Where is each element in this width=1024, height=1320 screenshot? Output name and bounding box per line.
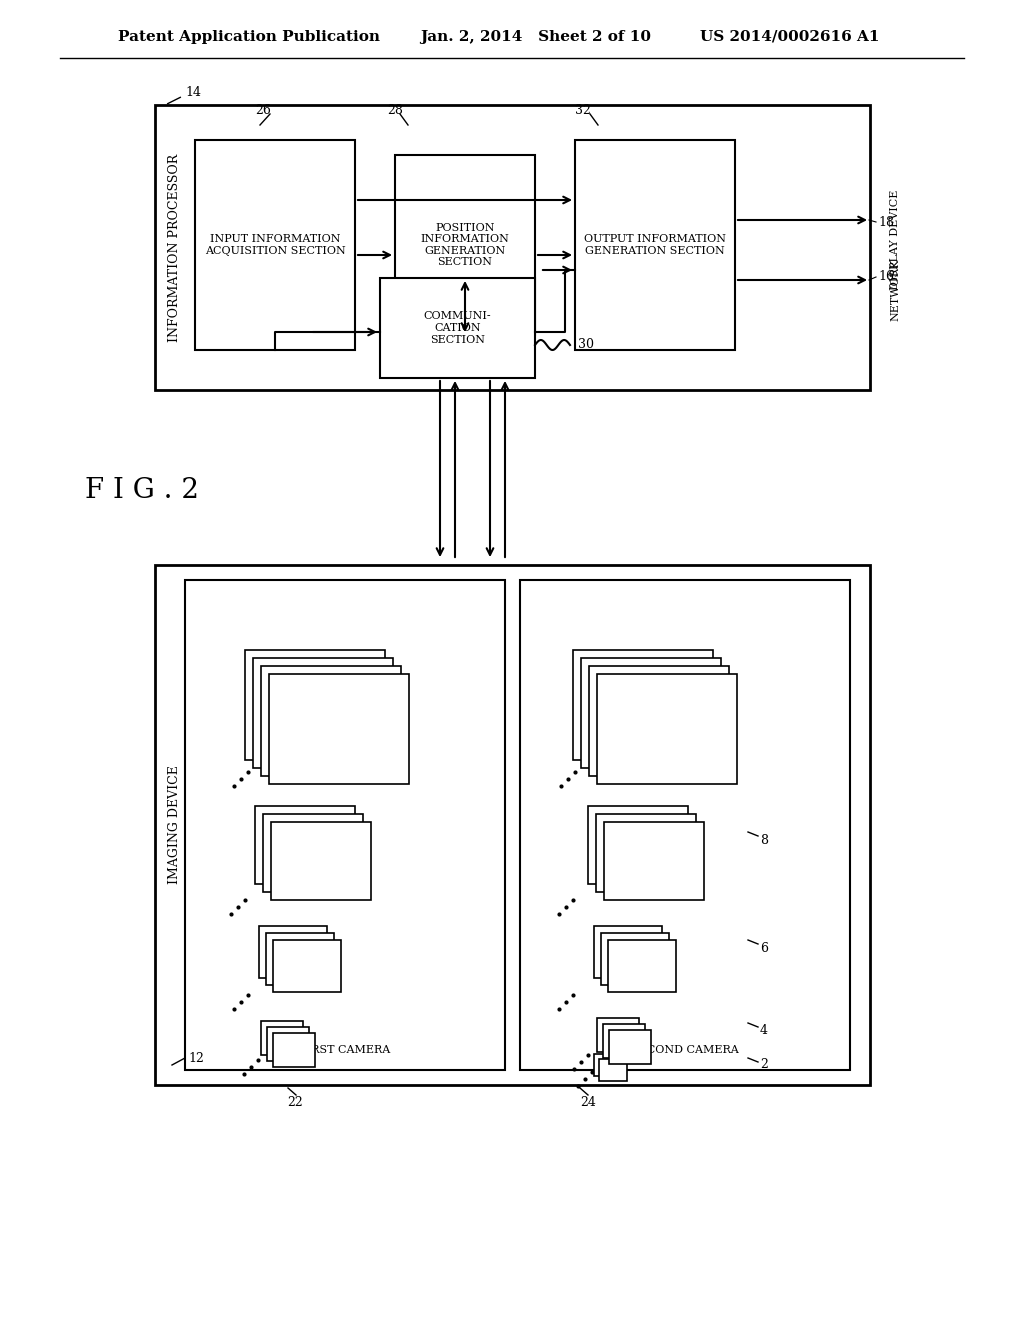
Bar [603,1024,645,1059]
Text: IMAGING DEVICE: IMAGING DEVICE [169,766,181,884]
Bar [185,579,505,1071]
Text: 28: 28 [387,103,402,116]
Text: 4: 4 [760,1023,768,1036]
Text: US 2014/0002616 A1: US 2014/0002616 A1 [700,30,880,44]
Bar [581,657,721,768]
Bar [261,1020,303,1055]
Bar [597,1018,639,1052]
Text: 12: 12 [188,1052,204,1064]
Text: Jan. 2, 2014   Sheet 2 of 10: Jan. 2, 2014 Sheet 2 of 10 [420,30,651,44]
Text: SECOND CAMERA: SECOND CAMERA [631,1045,739,1055]
Text: Patent Application Publication: Patent Application Publication [118,30,380,44]
Text: 22: 22 [287,1096,303,1109]
Text: 16: 16 [878,271,894,284]
Text: INFORMATION PROCESSOR: INFORMATION PROCESSOR [169,153,181,342]
Text: 32: 32 [575,103,591,116]
Text: 26: 26 [255,103,271,116]
Text: 8: 8 [760,833,768,846]
Bar [573,649,713,760]
Bar [245,649,385,760]
Bar [271,822,371,900]
Text: 30: 30 [578,338,594,351]
Bar [594,1053,622,1076]
Text: INPUT INFORMATION
ACQUISITION SECTION: INPUT INFORMATION ACQUISITION SECTION [205,234,345,256]
Bar [589,667,729,776]
Text: POSITION
INFORMATION
GENERATION
SECTION: POSITION INFORMATION GENERATION SECTION [421,223,509,268]
Bar [263,814,362,892]
Text: COMMUNI-
CATION
SECTION: COMMUNI- CATION SECTION [424,312,492,345]
Bar [588,807,688,884]
Text: 24: 24 [580,1096,596,1109]
Bar [609,1030,651,1064]
Text: 18: 18 [878,215,894,228]
Bar [597,675,737,784]
Bar [599,1059,627,1081]
Text: NETWORK: NETWORK [890,259,900,321]
Bar [601,933,669,985]
Bar [575,140,735,350]
Bar [269,675,409,784]
Text: DISPLAY DEVICE: DISPLAY DEVICE [890,190,900,290]
Bar [608,940,676,993]
Text: 14: 14 [185,86,201,99]
Bar [273,940,341,993]
Bar [259,927,327,978]
Text: FIRST CAMERA: FIRST CAMERA [299,1045,390,1055]
Text: OUTPUT INFORMATION
GENERATION SECTION: OUTPUT INFORMATION GENERATION SECTION [584,234,726,256]
Text: F I G . 2: F I G . 2 [85,477,199,503]
Bar [273,1034,315,1067]
Bar [155,106,870,389]
Bar [594,927,662,978]
Bar [596,814,696,892]
Bar [261,667,401,776]
Bar [520,579,850,1071]
Bar [604,822,705,900]
Bar [266,933,334,985]
Text: 6: 6 [760,941,768,954]
Bar [395,154,535,335]
Text: 2: 2 [760,1059,768,1072]
Bar [155,565,870,1085]
Bar [380,279,535,378]
Bar [267,1027,309,1061]
Bar [253,657,393,768]
Bar [195,140,355,350]
Bar [255,807,355,884]
